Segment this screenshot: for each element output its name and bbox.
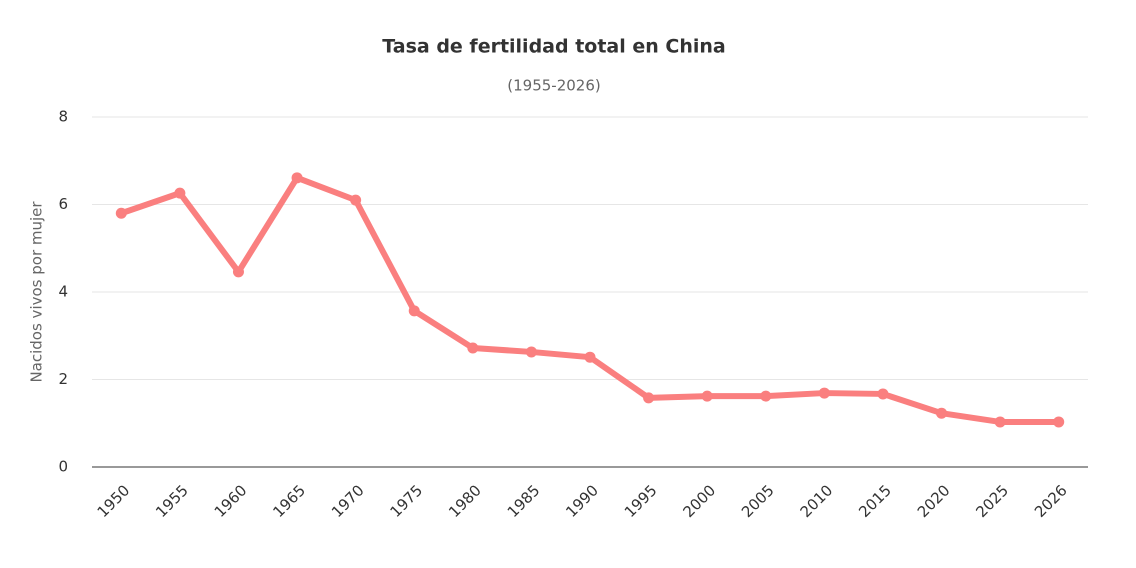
data-point <box>818 387 830 399</box>
data-point <box>467 342 479 354</box>
data-point <box>760 390 772 402</box>
x-tick-label: 2025 <box>972 481 1012 521</box>
data-point <box>291 172 303 184</box>
data-point <box>994 416 1006 428</box>
chart-title: Tasa de fertilidad total en China <box>382 36 725 58</box>
x-tick-label: 2020 <box>914 481 954 521</box>
x-tick-label: 2010 <box>797 481 837 521</box>
x-tick-label: 1950 <box>94 481 134 521</box>
x-tick-label: 2005 <box>738 481 778 521</box>
x-tick-label: 2000 <box>679 481 719 521</box>
y-tick-label: 0 <box>58 458 68 476</box>
x-tick-label: 1995 <box>621 481 661 521</box>
data-point <box>232 266 244 278</box>
y-axis-label: Nacidos vivos por mujer <box>28 201 46 383</box>
y-tick-label: 2 <box>58 370 68 388</box>
x-tick-label: 2015 <box>855 481 895 521</box>
x-tick-label: 1970 <box>328 481 368 521</box>
chart-subtitle: (1955-2026) <box>507 77 600 95</box>
data-point <box>115 207 127 219</box>
x-tick-label: 1960 <box>211 481 251 521</box>
data-point <box>525 346 537 358</box>
data-point <box>1053 416 1065 428</box>
x-tick-label: 1985 <box>504 481 544 521</box>
data-point <box>408 305 420 317</box>
data-point <box>584 351 596 363</box>
data-point <box>877 388 889 400</box>
data-point <box>174 187 186 199</box>
x-tick-label: 1980 <box>445 481 485 521</box>
data-line <box>120 174 1059 425</box>
y-tick-label: 8 <box>58 108 68 126</box>
y-tick-label: 6 <box>58 195 68 213</box>
y-tick-label: 4 <box>58 283 68 301</box>
data-point <box>701 390 713 402</box>
data-point <box>643 392 655 404</box>
x-tick-label: 1955 <box>152 481 192 521</box>
x-tick-label: 1975 <box>387 481 427 521</box>
data-point <box>936 407 948 419</box>
data-point <box>350 194 362 206</box>
x-tick-label: 1965 <box>269 481 309 521</box>
x-tick-label: 1990 <box>562 481 602 521</box>
x-tick-label: 2026 <box>1031 481 1071 521</box>
